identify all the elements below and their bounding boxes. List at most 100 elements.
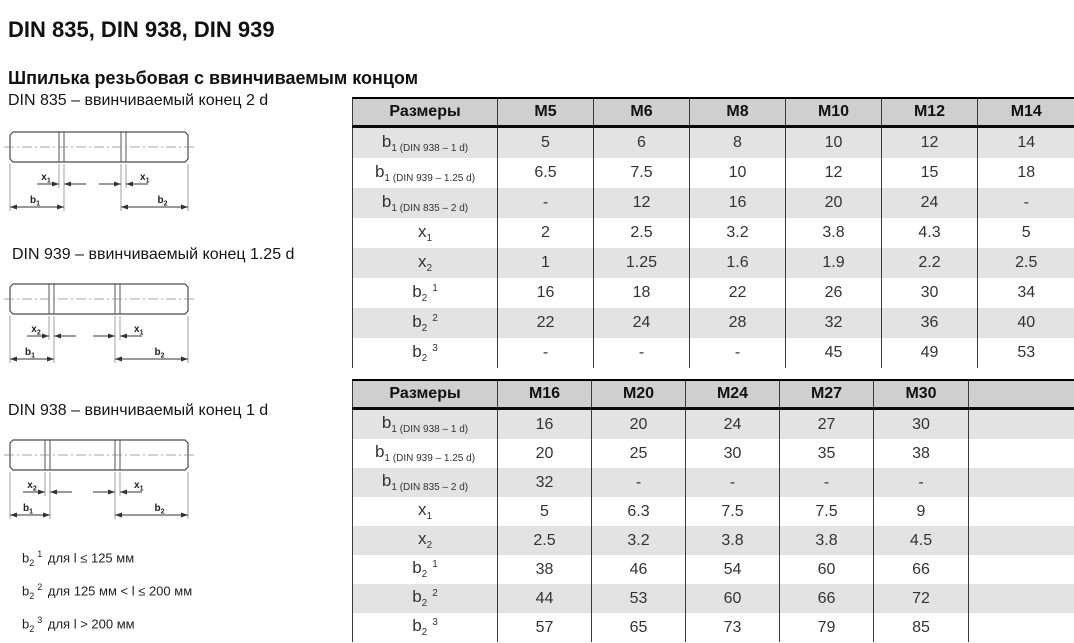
row-label: b23 <box>352 613 498 642</box>
value-cell: 24 <box>685 408 780 439</box>
column-header-M12: M12 <box>881 99 978 128</box>
row-label-base: b <box>381 413 392 433</box>
column-header-M8: M8 <box>689 99 786 128</box>
dimension-label: b2 <box>154 347 164 360</box>
value-cell: 49 <box>881 338 978 368</box>
value-cell <box>969 613 1074 642</box>
dimension-label: b2 <box>157 195 167 208</box>
row-label: x1 <box>352 218 498 248</box>
table-row: b23 57 65 73 79 85 <box>352 613 1074 642</box>
dimension-table-m16-m30: Размеры M16 M20 M24 M27 M30 b1 (DIN 938 – 1 d)… <box>352 379 1074 642</box>
value-cell: 7.5 <box>593 158 690 188</box>
value-cell: 28 <box>689 308 786 338</box>
diagram-caption-din939: DIN 939 – ввинчиваемый конец 1.25 d <box>12 246 295 263</box>
value-cell: 1.6 <box>689 248 786 278</box>
footnote-b2-2: b22 для 125 мм < l ≤ 200 мм <box>22 582 193 601</box>
stud-body <box>4 439 196 471</box>
value-cell: 73 <box>685 613 780 642</box>
row-label-sub: 1 (DIN 835 – 2 d) <box>391 482 469 494</box>
column-header-M20: M20 <box>591 381 686 410</box>
column-header-M24: M24 <box>685 381 780 410</box>
value-cell: 4.5 <box>873 526 969 555</box>
value-cell: 54 <box>685 555 780 584</box>
row-label-base: b <box>412 341 422 361</box>
dimension-lines: x2 x1 b1 b2 <box>9 316 189 363</box>
value-cell: - <box>689 338 786 368</box>
value-cell <box>968 408 1074 439</box>
dimension-label: x1 <box>140 172 150 185</box>
value-cell: 60 <box>685 584 780 613</box>
value-cell: 34 <box>1017 284 1036 301</box>
value-cell: 6.3 <box>591 497 686 526</box>
value-cell: 20 <box>497 439 592 468</box>
value-cell: 25 <box>591 439 686 468</box>
row-label: b21 <box>352 278 498 308</box>
column-header-sizes: Размеры <box>352 99 498 128</box>
value-cell: 24 <box>593 308 690 338</box>
value-cell: - <box>779 468 874 497</box>
row-label-base: b <box>374 442 385 462</box>
value-cell: 72 <box>873 584 969 613</box>
row-label: b1 (DIN 939 – 1.25 d) <box>352 439 498 468</box>
row-label: b1 (DIN 835 – 2 d) <box>352 468 498 497</box>
dimension-label: b1 <box>25 347 35 360</box>
row-label-sub: 2 <box>426 263 433 275</box>
row-label-sub: 1 (DIN 835 – 2 d) <box>391 203 469 215</box>
value-cell: 3.8 <box>779 526 874 555</box>
value-cell: 18 <box>593 278 690 308</box>
value-cell: 18 <box>1017 164 1036 181</box>
value-cell: 53 <box>591 584 686 613</box>
value-cell: 16 <box>497 278 594 308</box>
column-header-M14: M14 <box>977 99 1074 128</box>
value-cell: 35 <box>779 439 874 468</box>
footnote-symbol: b <box>22 583 30 599</box>
value-cell: 4.3 <box>881 218 978 248</box>
dimension-label: x2 <box>31 324 41 337</box>
column-header-sizes: Размеры <box>352 381 498 410</box>
row-label-base: b <box>412 281 422 301</box>
value-cell: - <box>977 188 1074 218</box>
row-label: b1 (DIN 939 – 1.25 d) <box>352 158 498 188</box>
value-cell: 36 <box>881 308 978 338</box>
row-label-sub: 1 <box>426 233 433 245</box>
stud-body <box>4 283 196 315</box>
value-cell: 30 <box>873 408 969 439</box>
row-label-sup: 2 <box>432 588 438 600</box>
din-table-m5-m14: Размеры M5 M6 M8 M10 M12 M14 b1 (DIN 938 – 1 d)… <box>352 99 1074 368</box>
value-cell: 20 <box>785 188 882 218</box>
column-header-M27: M27 <box>779 381 874 410</box>
row-label-sup: 1 <box>432 282 438 294</box>
dimension-label: b1 <box>30 195 40 208</box>
value-cell: 14 <box>977 126 1074 158</box>
value-cell <box>969 439 1074 468</box>
dimension-lines: x2 x1 b1 b2 <box>9 472 189 519</box>
value-cell: 38 <box>873 439 969 468</box>
value-cell: 30 <box>685 439 780 468</box>
row-label: b23 <box>352 338 498 368</box>
footnote-b2-3: b23 для l > 200 мм <box>22 615 135 634</box>
value-cell: - <box>873 468 969 497</box>
row-label-sub: 2 <box>421 627 428 639</box>
page-title: DIN 835, DIN 938, DIN 939 <box>8 16 275 42</box>
row-label-base: x <box>417 500 427 520</box>
table-row: x1 5 6.3 7.5 7.5 9 <box>352 497 1074 526</box>
page-subtitle: Шпилька резьбовая с ввинчиваемым концом <box>8 67 419 88</box>
row-label-base: b <box>381 131 392 151</box>
footnote-b2-1: b21 для l ≤ 125 мм <box>22 549 135 568</box>
table-row: b1 (DIN 835 – 2 d) 32- - - - <box>352 468 1074 497</box>
header-row: Размеры M5 M6 M8 M10 M12 M14 <box>352 99 1074 128</box>
value-cell: 26 <box>785 278 882 308</box>
value-cell: 2.5 <box>497 526 592 555</box>
value-cell: 32 <box>785 308 882 338</box>
value-cell: 2.5 <box>593 218 690 248</box>
stud-outline <box>9 283 189 315</box>
value-cell: 66 <box>779 584 874 613</box>
row-label: b1 (DIN 938 – 1 d) <box>352 126 498 158</box>
value-cell: 32 <box>497 468 592 497</box>
value-cell: 3.8 <box>785 218 882 248</box>
value-cell: 12 <box>593 188 690 218</box>
table-row: b21 38 46 54 60 66 <box>352 555 1074 584</box>
value-cell: 5 <box>1021 224 1031 241</box>
column-header-M16: M16 <box>497 381 592 410</box>
row-label-base: x <box>417 251 427 271</box>
